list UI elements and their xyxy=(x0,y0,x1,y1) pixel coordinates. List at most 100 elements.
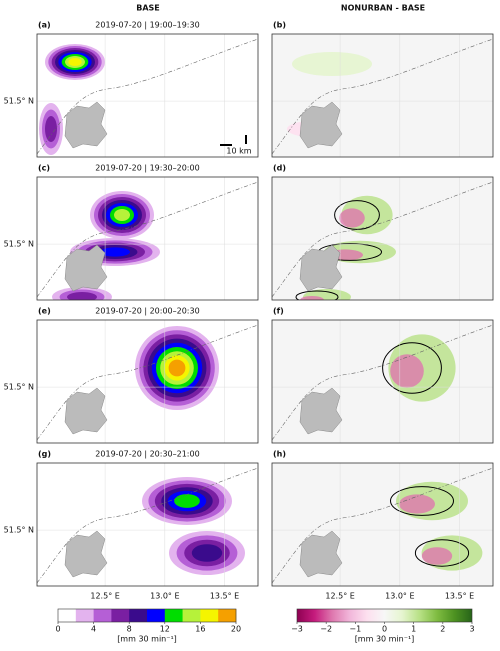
map-content xyxy=(272,463,493,586)
map-panel: 10 km xyxy=(36,33,259,158)
colorbar-bin xyxy=(111,609,130,622)
map-content xyxy=(37,177,258,300)
city-area xyxy=(299,244,343,292)
diff-area xyxy=(421,547,453,565)
panel-label: (e) xyxy=(38,307,51,316)
colorbar-bin xyxy=(200,609,219,622)
colorbar-tick-label: −2 xyxy=(320,625,332,634)
map-content xyxy=(272,177,493,300)
colorbar-bin xyxy=(58,609,77,622)
map-content xyxy=(37,34,258,157)
colorbar-bin xyxy=(93,609,112,622)
map-content xyxy=(272,320,493,443)
panel-title: 2019-07-20 | 19:30–20:00 xyxy=(95,164,199,173)
map-panel xyxy=(36,176,259,301)
panel-frame xyxy=(271,319,494,444)
panel-label: (c) xyxy=(38,164,50,173)
colorbar-bin xyxy=(147,609,166,622)
contour xyxy=(414,539,470,567)
map-panel xyxy=(271,33,494,158)
x-tick-label: 13.0° E xyxy=(385,592,414,601)
x-tick-label: 13.0° E xyxy=(150,592,179,601)
panel-frame xyxy=(271,462,494,587)
contour xyxy=(382,342,442,394)
city-area xyxy=(64,244,108,292)
colorbar-bin xyxy=(218,609,237,622)
city-area xyxy=(64,530,108,578)
border-line xyxy=(272,467,493,584)
border-line xyxy=(37,324,258,441)
colorbar-bin xyxy=(129,609,148,622)
city-area xyxy=(64,387,108,435)
x-tick-label: 13.5° E xyxy=(210,592,239,601)
map-content xyxy=(37,463,258,586)
panel-title: 2019-07-20 | 20:30–21:00 xyxy=(95,450,199,459)
colorbar-tick-label: 20 xyxy=(231,625,241,634)
y-tick-label: 51.5° N xyxy=(4,240,34,249)
city-area xyxy=(299,530,343,578)
colorbar-tick-label: 1 xyxy=(411,625,416,634)
colorbar-tick-label: 3 xyxy=(469,625,474,634)
map-panel xyxy=(271,319,494,444)
colorbar-fill xyxy=(297,609,472,622)
panel-label: (f) xyxy=(273,307,284,316)
colorbar-frame xyxy=(57,608,237,623)
panel-label: (d) xyxy=(273,164,286,173)
map-content xyxy=(37,320,258,443)
precip-area xyxy=(114,209,130,221)
border-line xyxy=(37,467,258,584)
panel-frame xyxy=(36,462,259,587)
city-area xyxy=(299,387,343,435)
scale-bar xyxy=(220,144,232,146)
colorbar-tick-label: 4 xyxy=(91,625,96,634)
border-line xyxy=(272,181,493,298)
contour xyxy=(295,290,339,300)
scale-bar-label: 10 km xyxy=(226,147,251,156)
panel-frame xyxy=(36,319,259,444)
y-tick-label: 51.5° N xyxy=(4,526,34,535)
diff-area xyxy=(339,208,365,228)
precip-area xyxy=(45,116,57,142)
column-header: NONURBAN - BASE xyxy=(341,4,425,13)
border-line xyxy=(272,324,493,441)
precip-area xyxy=(68,58,82,66)
border-line xyxy=(272,38,493,155)
panel-frame xyxy=(271,176,494,301)
panel-frame xyxy=(36,33,259,158)
panel-label: (g) xyxy=(38,450,51,459)
colorbar-tick-label: 8 xyxy=(127,625,132,634)
x-tick-label: 12.5° E xyxy=(325,592,354,601)
map-panel xyxy=(36,462,259,587)
colorbar-tick-label: 2 xyxy=(440,625,445,634)
map-panel xyxy=(271,176,494,301)
panel-label: (a) xyxy=(38,21,51,30)
colorbar-tick-label: 12 xyxy=(160,625,170,634)
colorbar-tick-label: −3 xyxy=(291,625,303,634)
colorbar-bin xyxy=(182,609,201,622)
colorbar-tick-label: 0 xyxy=(382,625,387,634)
panel-title: 2019-07-20 | 20:00–20:30 xyxy=(95,307,199,316)
border-line xyxy=(37,38,258,155)
precip-area xyxy=(174,494,200,508)
panel-title: 2019-07-20 | 19:00–19:30 xyxy=(95,21,199,30)
precip-area xyxy=(168,359,186,377)
contour xyxy=(390,486,454,516)
diff-area xyxy=(292,52,372,76)
y-tick-label: 51.5° N xyxy=(4,97,34,106)
panel-frame xyxy=(36,176,259,301)
colorbar-bin xyxy=(75,609,94,622)
north-arrow xyxy=(245,135,247,144)
panel-frame xyxy=(271,33,494,158)
colorbar-unit: [mm 30 min⁻¹] xyxy=(355,635,415,644)
city-area xyxy=(299,101,343,149)
diff-area xyxy=(390,354,424,388)
column-header: BASE xyxy=(136,4,160,13)
panel-label: (h) xyxy=(273,450,286,459)
map-content xyxy=(272,34,493,157)
colorbar-tick-label: −1 xyxy=(349,625,361,634)
diff-area xyxy=(399,494,435,514)
precip-area xyxy=(67,292,97,300)
colorbar-tick-label: 0 xyxy=(55,625,60,634)
precip-area xyxy=(191,544,223,562)
